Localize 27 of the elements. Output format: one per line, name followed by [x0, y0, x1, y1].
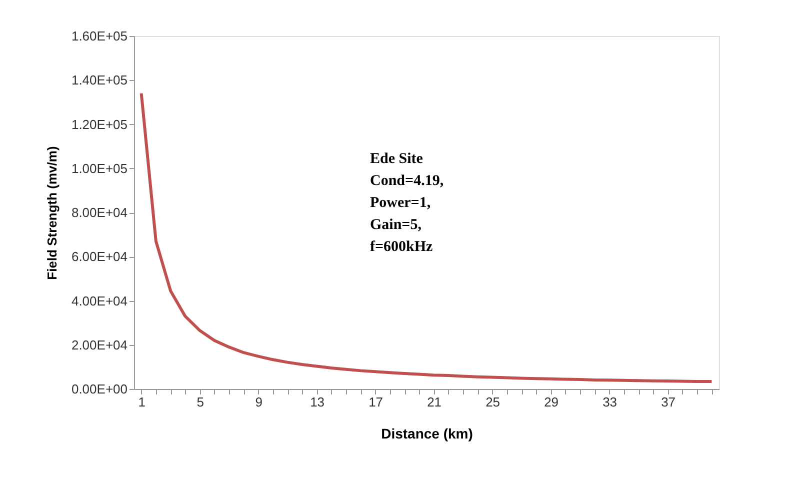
y-tick-label: 1.00E+05: [71, 160, 128, 176]
x-tick-label: 17: [368, 394, 384, 410]
x-axis-title: Distance (km): [381, 426, 473, 442]
x-tick-label: 29: [544, 394, 559, 410]
y-tick-label: 0.00E+00: [71, 382, 128, 396]
y-axis-title: Field Strength (mv/m): [44, 146, 60, 280]
annotation: f=600kHz: [370, 239, 434, 255]
annotation: Ede Site: [370, 151, 424, 167]
x-tick-label: 33: [602, 394, 618, 410]
x-tick-label: 5: [196, 394, 204, 410]
y-tick-label: 4.00E+04: [71, 293, 128, 308]
annotation: Gain=5,: [370, 217, 422, 233]
x-tick-label: 25: [486, 394, 500, 410]
line-series: [140, 92, 714, 383]
x-tick-label: 21: [427, 394, 442, 410]
x-tick-label: 9: [255, 394, 262, 410]
annotation: Cond=4.19,: [370, 173, 444, 189]
y-tick-label: 8.00E+04: [71, 205, 128, 220]
y-tick-label: 1.40E+05: [71, 72, 128, 88]
y-tick-label: 1.20E+05: [71, 116, 128, 132]
y-tick-label: 6.00E+04: [71, 249, 128, 264]
y-tick-label: 1.60E+05: [71, 28, 128, 44]
annotation: Power=1,: [370, 195, 431, 211]
x-tick-label: 37: [661, 394, 676, 410]
x-tick-label: 13: [310, 394, 325, 410]
y-tick-label: 2.00E+04: [71, 337, 128, 352]
x-tick-label: 1: [138, 394, 146, 410]
